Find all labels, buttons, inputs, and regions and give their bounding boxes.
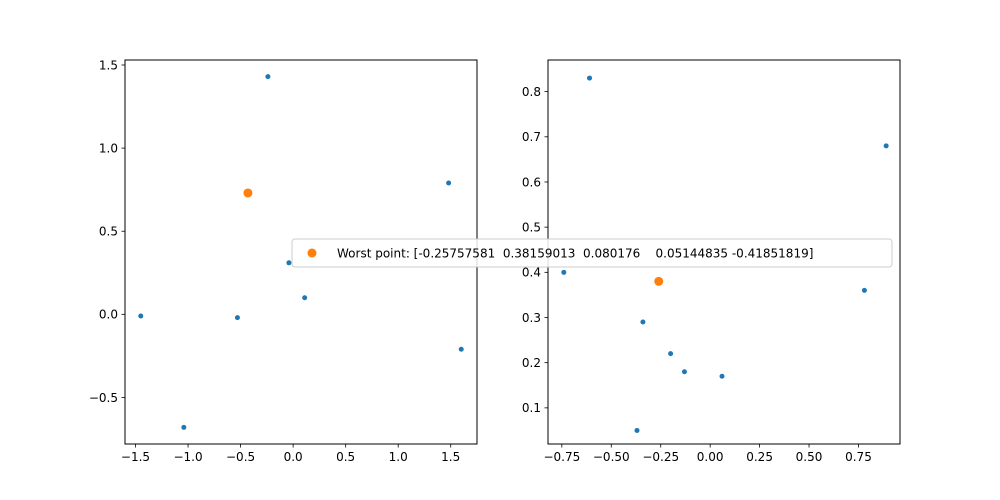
right-y-tick-label-5: 0.6 [522,175,541,189]
left-y-tick-label-4: 1.5 [99,58,118,72]
right-x-tick-label-5: 0.50 [796,450,823,464]
legend: Worst point: [-0.25757581 0.38159013 0.0… [291,238,893,268]
right-y-tick-label-3: 0.4 [522,266,541,280]
right-y-tick-label-6: 0.7 [522,130,541,144]
left-subplot-points [138,74,464,430]
left-series-0-point-4 [138,313,144,319]
right-subplot-x-axis: −0.75 −0.50 −0.25 0.00 0.25 0.50 0.75 [543,444,872,464]
right-subplot-y-axis: 0.1 0.2 0.3 0.4 0.5 0.6 0.7 0.8 [522,85,548,415]
left-subplot-y-axis: −0.5 0.0 0.5 1.0 1.5 [89,58,125,405]
left-series-0-point-6 [458,346,464,352]
right-y-tick-label-1: 0.2 [522,356,541,370]
right-x-tick-label-3: 0.00 [697,450,724,464]
left-y-tick-label-1: 0.0 [99,308,118,322]
left-series-0-point-1 [446,180,452,186]
right-x-tick-label-2: −0.25 [642,450,679,464]
left-series-0-point-3 [302,295,308,301]
left-y-tick-label-2: 0.5 [99,225,118,239]
right-series-0-point-8 [634,427,640,433]
right-series-0-point-5 [668,351,674,357]
left-y-tick-label-3: 1.0 [99,141,118,155]
right-x-tick-label-0: −0.75 [543,450,580,464]
right-series-0-point-7 [719,373,725,379]
left-x-tick-label-6: 1.5 [441,450,460,464]
right-x-tick-label-6: 0.75 [845,450,872,464]
right-series-0-point-3 [861,287,867,293]
left-x-tick-label-0: −1.5 [121,450,150,464]
right-series-1-point-0 [654,276,664,286]
right-subplot-points [561,75,889,433]
left-x-tick-label-1: −1.0 [173,450,202,464]
right-series-0-point-0 [587,75,593,81]
right-series-0-point-1 [883,143,889,149]
right-y-tick-label-0: 0.1 [522,401,541,415]
left-subplot: −1.5 −1.0 −0.5 0.0 0.5 1.0 1.5 −0.5 0.0 0.5 1.0 1.… [89,58,478,464]
left-x-tick-label-2: −0.5 [226,450,255,464]
left-subplot-x-axis: −1.5 −1.0 −0.5 0.0 0.5 1.0 1.5 [121,444,460,464]
legend-marker [307,248,317,258]
legend-label: Worst point: [-0.25757581 0.38159013 0.0… [337,247,813,261]
left-x-tick-label-3: 0.0 [284,450,303,464]
right-y-tick-label-2: 0.3 [522,311,541,325]
left-x-tick-label-4: 0.5 [336,450,355,464]
left-series-0-point-5 [234,315,240,321]
left-x-tick-label-5: 1.0 [389,450,408,464]
left-series-0-point-2 [286,260,292,266]
left-series-0-point-0 [265,74,271,80]
right-series-0-point-4 [640,319,646,325]
left-series-0-point-7 [181,424,187,430]
right-series-0-point-2 [561,269,567,275]
left-series-1-point-0 [243,188,253,198]
right-x-tick-label-1: −0.50 [593,450,630,464]
right-y-tick-label-4: 0.5 [522,220,541,234]
right-series-0-point-6 [681,369,687,375]
legend-box [291,238,893,268]
left-y-tick-label-0: −0.5 [89,391,118,405]
right-x-tick-label-4: 0.25 [746,450,773,464]
right-y-tick-label-7: 0.8 [522,85,541,99]
